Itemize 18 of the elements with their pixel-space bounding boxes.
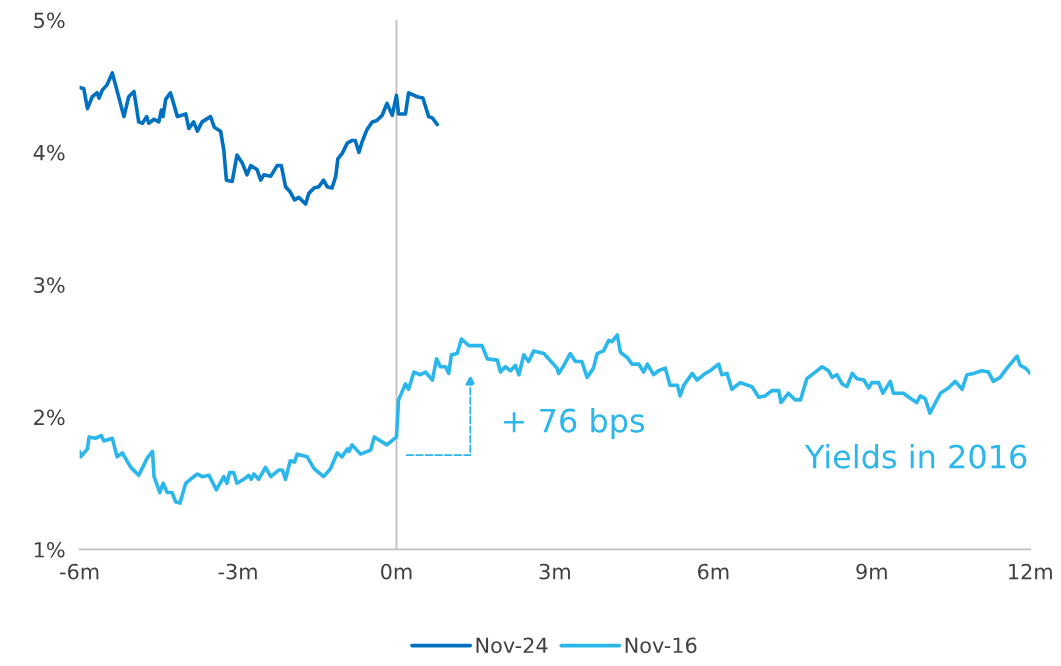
x-tick-label: 6m: [698, 563, 729, 580]
y-tick-label: 4%: [33, 144, 65, 161]
line-series: [79, 71, 439, 206]
y-tick-label: 2%: [34, 409, 65, 426]
x-tick-label: 0m: [381, 563, 412, 580]
x-tick-label: 9m: [856, 563, 887, 580]
y-tick-label: 1%: [34, 541, 65, 558]
legend-label: Nov-16: [625, 637, 697, 654]
annotation: Yields in 2016: [804, 443, 1027, 469]
x-tick-label: 3m: [539, 563, 570, 580]
legend-label: Nov-24: [476, 637, 548, 654]
annotation: + 76 bps: [504, 407, 645, 439]
y-tick-label: 3%: [34, 277, 65, 293]
x-tick-label: -3m: [218, 563, 257, 580]
line-series: [79, 333, 1031, 505]
x-tick-label: 12m: [1009, 563, 1052, 580]
y-tick-label: 5%: [34, 12, 65, 29]
x-tick-label: -6m: [60, 563, 99, 580]
